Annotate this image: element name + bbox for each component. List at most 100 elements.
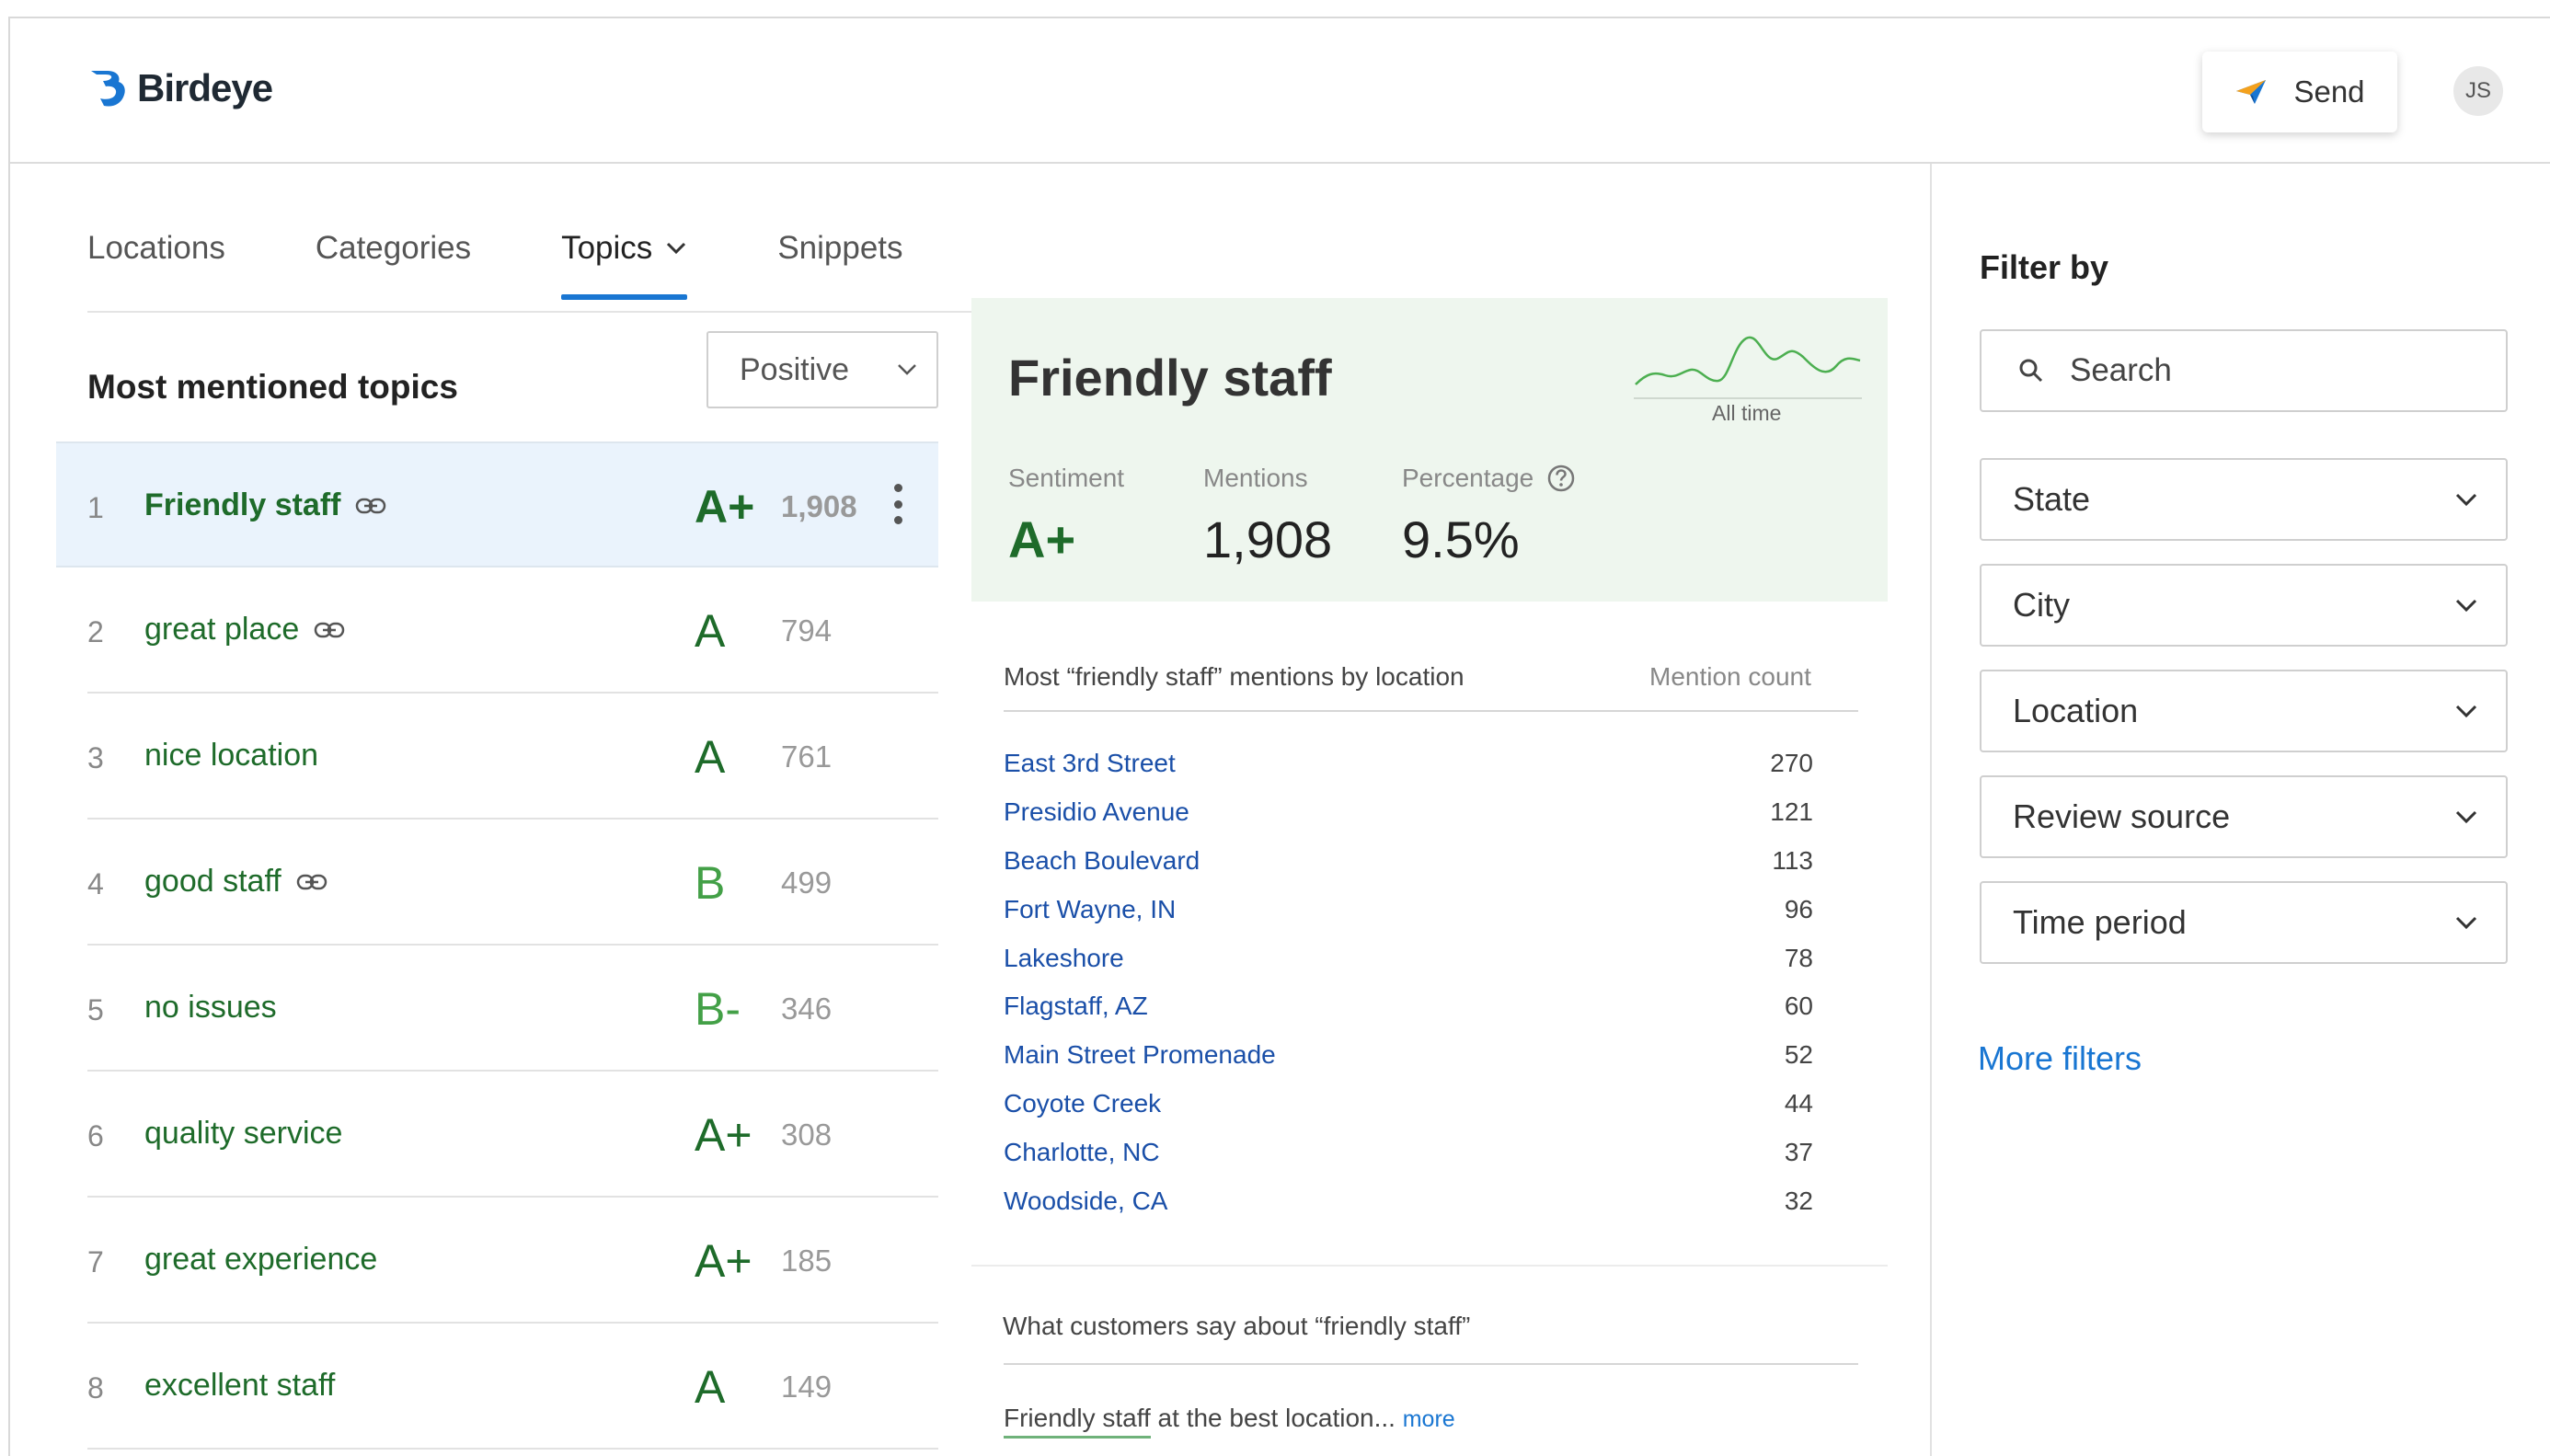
topic-row[interactable]: 8 excellent staff A 149 <box>87 1324 938 1450</box>
tab-label: Categories <box>315 230 472 266</box>
topic-row[interactable]: 7 great experience A+ 185 <box>87 1198 938 1324</box>
topic-count: 149 <box>781 1370 833 1404</box>
location-link[interactable]: East 3rd Street <box>1004 749 1176 778</box>
location-link[interactable]: Lakeshore <box>1004 943 1124 972</box>
location-link[interactable]: Presidio Avenue <box>1004 797 1189 827</box>
section-divider <box>971 1265 1888 1267</box>
location-link[interactable]: Flagstaff, AZ <box>1004 992 1148 1021</box>
review-source-dropdown[interactable]: Review source <box>1980 775 2508 858</box>
topic-name: nice location <box>144 738 319 773</box>
link-icon[interactable] <box>314 621 345 639</box>
chevron-down-icon <box>2455 493 2477 507</box>
help-icon[interactable] <box>1546 464 1576 493</box>
topic-name-wrap: great experience <box>144 1242 377 1278</box>
location-row: Beach Boulevard 113 <box>1004 837 1813 886</box>
topic-count: 761 <box>781 739 833 774</box>
topic-grade: A+ <box>695 1235 752 1287</box>
top-header: Birdeye Send JS <box>10 18 2550 164</box>
tab-label: Locations <box>87 230 225 266</box>
location-mentions-list: East 3rd Street 270 Presidio Avenue 121 Be… <box>1004 739 1813 1225</box>
topic-row[interactable]: 3 nice location A 761 <box>87 694 938 820</box>
topic-grade: A <box>695 1361 726 1413</box>
view-tabs: Locations Categories Topics Snippets <box>87 230 994 300</box>
time-period-dropdown[interactable]: Time period <box>1980 881 2508 964</box>
location-link[interactable]: Woodside, CA <box>1004 1186 1168 1215</box>
tab-topics[interactable]: Topics <box>561 230 688 300</box>
topic-row[interactable]: 1 Friendly staff A+ 1,908 <box>56 441 938 567</box>
topic-name: great place <box>144 612 300 647</box>
location-row: Charlotte, NC 37 <box>1004 1128 1813 1176</box>
tab-snippets[interactable]: Snippets <box>777 230 902 296</box>
filter-search-input[interactable]: Search <box>1980 329 2508 412</box>
location-link[interactable]: Fort Wayne, IN <box>1004 894 1177 923</box>
topic-rank: 5 <box>87 993 104 1026</box>
topic-name-wrap: no issues <box>144 990 277 1026</box>
location-row: Flagstaff, AZ 60 <box>1004 982 1813 1031</box>
list-title: Most mentioned topics <box>87 368 458 406</box>
location-link[interactable]: Charlotte, NC <box>1004 1137 1160 1166</box>
state-dropdown[interactable]: State <box>1980 458 2508 541</box>
tab-categories[interactable]: Categories <box>316 230 471 296</box>
topic-count: 499 <box>781 866 833 900</box>
more-options-icon[interactable] <box>893 484 902 524</box>
topic-rank: 8 <box>87 1371 104 1404</box>
search-placeholder: Search <box>2070 352 2172 388</box>
location-count: 60 <box>1784 992 1813 1021</box>
mention-count-heading: Mention count <box>1649 662 1811 691</box>
app-frame: Birdeye Send JS Locations Categories Top… <box>8 17 2550 1456</box>
location-row: Coyote Creek 44 <box>1004 1080 1813 1129</box>
trend-sparkline <box>1634 336 1862 399</box>
topic-name-wrap: quality service <box>144 1116 342 1152</box>
topic-grade: A <box>695 731 726 783</box>
snippet-highlight: Friendly staff <box>1004 1404 1151 1439</box>
location-link[interactable]: Coyote Creek <box>1004 1088 1162 1118</box>
location-row: Woodside, CA 32 <box>1004 1176 1813 1225</box>
location-count: 32 <box>1784 1186 1813 1215</box>
topic-rank: 7 <box>87 1245 104 1278</box>
topic-name-wrap: good staff <box>144 864 327 900</box>
chevron-down-icon <box>898 364 916 375</box>
topic-row[interactable]: 2 great place A 794 <box>87 567 938 694</box>
birdeye-logo[interactable]: Birdeye <box>87 66 273 110</box>
send-button[interactable]: Send <box>2202 52 2397 132</box>
city-dropdown[interactable]: City <box>1980 564 2508 647</box>
topic-name: great experience <box>144 1242 378 1277</box>
location-row: Main Street Promenade 52 <box>1004 1031 1813 1080</box>
location-dropdown[interactable]: Location <box>1980 670 2508 752</box>
topic-name: no issues <box>144 990 277 1025</box>
topic-rank: 4 <box>87 867 104 900</box>
topic-grade: A+ <box>695 1109 752 1161</box>
location-count: 37 <box>1784 1137 1813 1166</box>
topic-row[interactable]: 6 quality service A+ 308 <box>87 1072 938 1198</box>
snippet-more-link[interactable]: more <box>1402 1406 1455 1432</box>
topic-name-wrap: great place <box>144 612 345 648</box>
topic-grade: A <box>695 605 726 657</box>
dropdown-label: Location <box>2013 692 2139 729</box>
trend-period-label: All time <box>1712 401 1782 425</box>
paper-plane-icon <box>2236 80 2267 104</box>
location-count: 44 <box>1784 1088 1813 1118</box>
topic-row[interactable]: 4 good staff B 499 <box>87 820 938 946</box>
sentiment-dropdown[interactable]: Positive <box>706 331 938 408</box>
location-row: East 3rd Street 270 <box>1004 739 1813 788</box>
link-icon[interactable] <box>355 497 386 515</box>
more-filters-link[interactable]: More filters <box>1978 1039 2142 1077</box>
user-avatar[interactable]: JS <box>2453 66 2503 116</box>
logo-text: Birdeye <box>137 66 273 109</box>
sentiment-stat-value: A+ <box>1008 510 1076 568</box>
location-link[interactable]: Main Street Promenade <box>1004 1040 1276 1070</box>
snippet-text: at the best location... <box>1150 1404 1396 1432</box>
link-icon[interactable] <box>296 873 327 891</box>
locations-divider <box>1004 710 1858 712</box>
tab-locations[interactable]: Locations <box>87 230 225 296</box>
chevron-down-icon <box>2455 705 2477 718</box>
percentage-stat-label-wrap: Percentage <box>1402 464 1576 493</box>
topic-rank: 3 <box>87 741 104 774</box>
percentage-stat-value: 9.5% <box>1402 510 1520 568</box>
topic-list: 1 Friendly staff A+ 1,908 2 great place … <box>56 441 938 1450</box>
location-link[interactable]: Beach Boulevard <box>1004 845 1200 875</box>
mentions-stat-value: 1,908 <box>1203 510 1333 568</box>
detail-title: Friendly staff <box>1008 349 1332 407</box>
topic-count: 346 <box>781 992 833 1026</box>
topic-row[interactable]: 5 no issues B- 346 <box>87 946 938 1072</box>
